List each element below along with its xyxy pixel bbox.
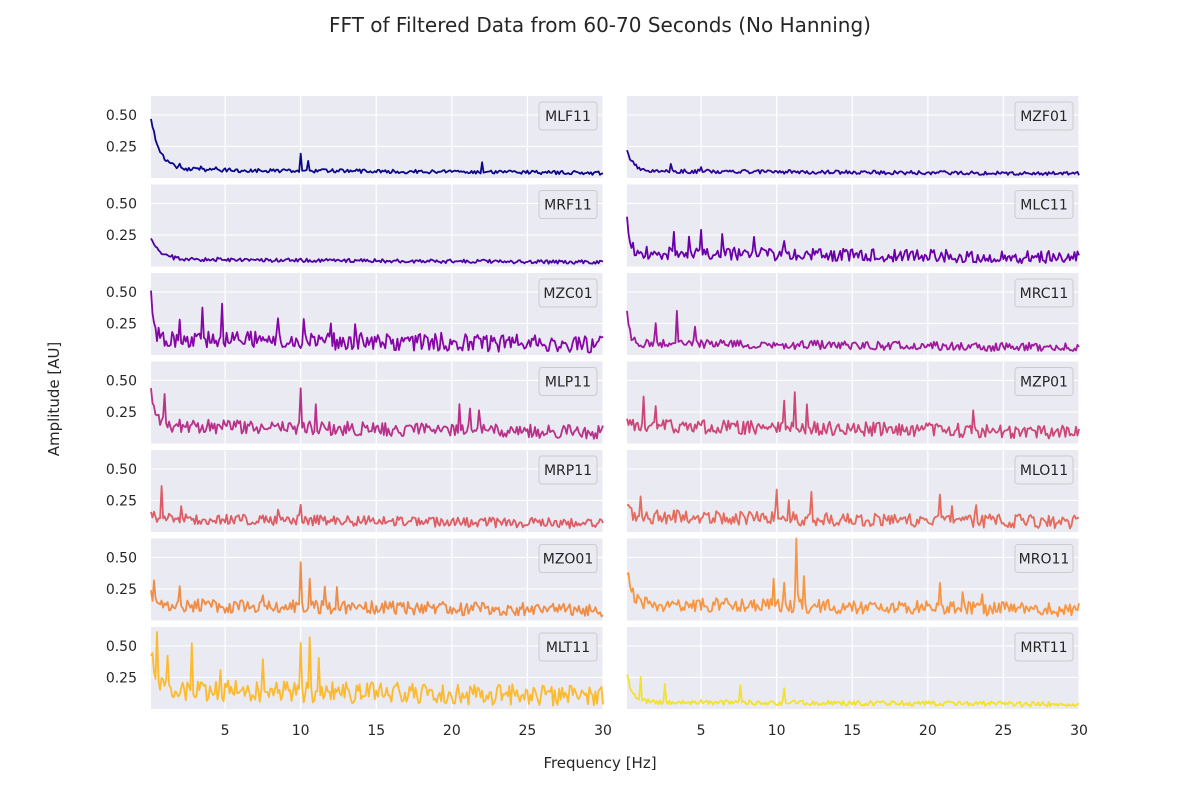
legend-label: MLO11 [1020, 463, 1068, 479]
subplot-mlc11: MLC11 [626, 184, 1080, 267]
y-axis-label: Amplitude [AU] [45, 342, 63, 457]
series-line-mlc11 [626, 216, 1080, 265]
legend-box [538, 367, 598, 396]
subplot-mlp11: MLP11 0.25 0.50 [106, 361, 604, 444]
y-tick-label: 0.50 [106, 550, 137, 566]
series-line-mro11 [626, 537, 1080, 618]
legend-label: MZC01 [543, 286, 592, 302]
panel-background [627, 627, 1079, 709]
series-line-mzf01 [626, 149, 1080, 176]
x-tick-label: 10 [768, 723, 786, 739]
subplot-mrf11: MRF11 0.25 0.50 [106, 184, 604, 267]
x-tick-label: 30 [1070, 723, 1088, 739]
x-tick-label: 30 [594, 723, 612, 739]
y-tick-label: 0.50 [106, 285, 137, 301]
subplot-mzp01: MZP01 [626, 361, 1080, 444]
legend-label: MRP11 [544, 463, 592, 479]
subplot-mzo01: MZO01 0.25 0.50 [106, 538, 604, 621]
x-tick-label: 20 [443, 723, 461, 739]
series-line-mlt11 [150, 631, 604, 707]
legend-box [1014, 632, 1074, 662]
legend-label: MRC11 [1020, 286, 1069, 302]
series-line-mzc01 [150, 290, 604, 354]
y-tick-label: 0.25 [106, 670, 137, 686]
x-tick-label: 25 [995, 723, 1013, 739]
y-tick-label: 0.50 [106, 373, 137, 389]
legend-box [1014, 101, 1074, 131]
subplot-mzc01: MZC01 0.25 0.50 [106, 273, 604, 355]
subplot-mlf11: MLF11 0.25 0.50 [106, 96, 604, 178]
legend-label: MRT11 [1020, 640, 1067, 656]
legend-box [1014, 278, 1074, 308]
series-line-mzo01 [150, 561, 604, 618]
legend-box [538, 632, 598, 662]
legend-box [538, 455, 598, 485]
legend-label: MLF11 [545, 109, 591, 125]
panel-background [151, 96, 603, 178]
legend-label: MLC11 [1020, 198, 1067, 214]
x-tick-label: 10 [292, 723, 310, 739]
series-line-mrc11 [626, 309, 1080, 352]
legend-box [1014, 455, 1074, 485]
legend-label: MRO11 [1019, 552, 1070, 568]
legend-label: MRF11 [544, 198, 592, 214]
legend-box [538, 101, 598, 131]
series-line-mzp01 [626, 391, 1080, 440]
series-line-mrt11 [626, 674, 1080, 708]
subplot-mrp11: MRP11 0.25 0.50 [106, 450, 604, 532]
subplot-mrc11: MRC11 [626, 273, 1080, 355]
series-line-mlf11 [150, 118, 604, 176]
panel-background [627, 96, 1079, 178]
x-tick-label: 25 [519, 723, 537, 739]
y-tick-label: 0.25 [106, 493, 137, 509]
panel-background [627, 361, 1079, 444]
x-tick-label: 5 [221, 723, 230, 739]
legend-box [1014, 367, 1074, 396]
y-tick-label: 0.25 [106, 582, 137, 598]
y-tick-label: 0.25 [106, 139, 137, 155]
legend-box [538, 278, 598, 308]
legend-box [538, 190, 598, 219]
y-tick-label: 0.50 [106, 639, 137, 655]
subplot-grid: MLF11 0.25 0.50 MZF01 MRF11 0.25 0.50 MLC11 MZC0… [106, 96, 1088, 739]
series-line-mlo11 [626, 488, 1080, 530]
y-tick-label: 0.25 [106, 405, 137, 421]
y-tick-label: 0.25 [106, 316, 137, 332]
x-axis-label: Frequency [Hz] [543, 754, 656, 772]
y-tick-label: 0.25 [106, 228, 137, 244]
legend-box [1014, 190, 1074, 219]
legend-label: MZF01 [1020, 109, 1068, 125]
legend-box [1014, 544, 1074, 573]
x-tick-label: 5 [697, 723, 706, 739]
panel-background [151, 184, 603, 267]
subplot-mro11: MRO11 [626, 537, 1080, 621]
legend-label: MLP11 [545, 375, 591, 391]
legend-label: MZP01 [1020, 375, 1068, 391]
x-tick-label: 20 [919, 723, 937, 739]
y-tick-label: 0.50 [106, 196, 137, 212]
legend-label: MLT11 [546, 640, 590, 656]
subplot-mlt11: MLT11 0.25 0.50 5 10 15 20 25 30 [106, 627, 612, 739]
y-tick-label: 0.50 [106, 462, 137, 478]
legend-label: MZO01 [543, 552, 594, 568]
legend-box [538, 544, 598, 573]
figure-title: FFT of Filtered Data from 60-70 Seconds … [329, 13, 871, 37]
series-line-mrf11 [150, 237, 604, 265]
x-tick-label: 15 [843, 723, 861, 739]
subplot-mlo11: MLO11 [626, 450, 1080, 532]
series-line-mlp11 [150, 387, 604, 440]
subplot-mrt11: MRT11 5 10 15 20 25 30 [626, 627, 1088, 739]
series-line-mrp11 [150, 485, 604, 529]
x-tick-label: 15 [367, 723, 385, 739]
subplot-mzf01: MZF01 [626, 96, 1080, 178]
y-tick-label: 0.50 [106, 108, 137, 124]
